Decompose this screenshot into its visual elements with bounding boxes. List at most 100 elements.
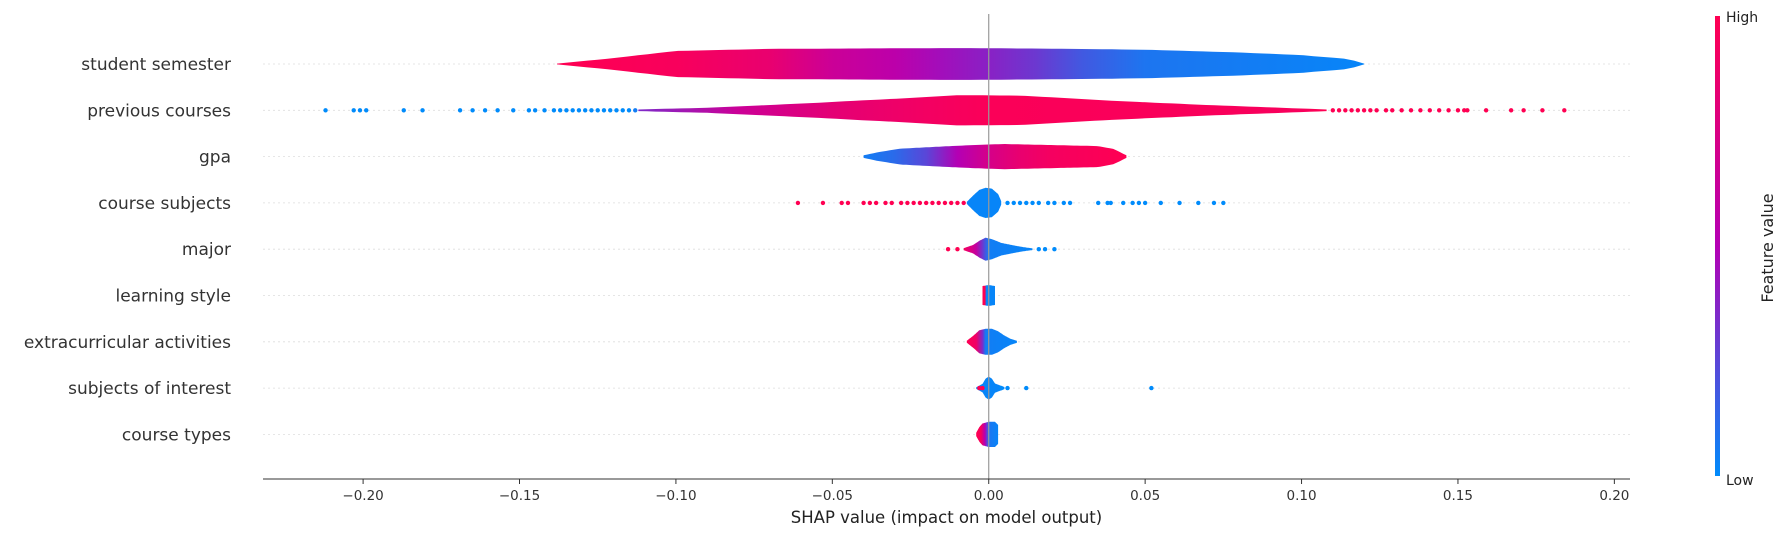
outlier-dot (1383, 108, 1389, 113)
outlier-dot (955, 247, 960, 252)
outlier-dot (601, 108, 607, 113)
violin-previous-courses (638, 95, 1327, 126)
outlier-dot (1036, 247, 1041, 252)
colorbar-low-label: Low (1726, 473, 1754, 489)
outlier-dots (323, 108, 1567, 391)
outlier-dot (1052, 200, 1057, 206)
outlier-dot (977, 385, 982, 391)
outlier-dot (883, 200, 888, 206)
outlier-dot (364, 108, 369, 113)
outlier-dot (1455, 108, 1461, 113)
outlier-dot (1418, 108, 1423, 113)
outlier-dot (564, 108, 569, 113)
outlier-dot (942, 200, 948, 206)
outlier-dot (542, 108, 547, 113)
outlier-dot (889, 200, 894, 206)
x-axis-label: SHAP value (impact on model output) (791, 508, 1102, 527)
outlier-dot (999, 385, 1004, 391)
outlier-dot (1036, 200, 1041, 206)
feature-label: major (182, 240, 231, 260)
feature-label: course subjects (98, 194, 231, 214)
outlier-dot (1158, 200, 1163, 206)
outlier-dot (526, 108, 532, 113)
outlier-dot (1343, 108, 1348, 113)
outlier-dot (839, 200, 844, 206)
outlier-dot (923, 200, 929, 206)
outlier-dot (867, 200, 873, 206)
outlier-dot (795, 200, 801, 206)
violin-subjects-of-interest (976, 376, 1005, 400)
outlier-dot (1427, 108, 1432, 113)
outlier-dot (1042, 247, 1048, 252)
outlier-dot (1399, 108, 1404, 113)
colorbar: High Low Feature value (1715, 10, 1777, 489)
outlier-dot (820, 200, 826, 206)
x-tick-label: 0.10 (1287, 488, 1317, 504)
outlier-dot (873, 200, 879, 206)
outlier-dot (955, 200, 960, 206)
outlier-dot (1096, 200, 1101, 206)
outlier-dot (614, 108, 619, 113)
outlier-dot (961, 200, 966, 206)
violin-extracurricular-activities (966, 328, 1017, 355)
outlier-dot (1462, 108, 1467, 113)
x-tick-label: −0.20 (342, 488, 383, 504)
violin-student-semester (557, 48, 1365, 80)
outlier-dot (1177, 200, 1182, 206)
outlier-dot (1408, 108, 1414, 113)
colorbar-title: Feature value (1758, 193, 1777, 302)
outlier-dot (351, 108, 356, 113)
x-tick-label: −0.10 (655, 488, 696, 504)
outlier-dot (945, 247, 951, 252)
outlier-dot (1121, 200, 1126, 206)
outlier-dot (1136, 200, 1142, 206)
outlier-dot (980, 385, 985, 391)
outlier-dot (470, 108, 475, 113)
outlier-dot (457, 108, 463, 113)
outlier-dot (589, 108, 594, 113)
outlier-dot (1355, 108, 1361, 113)
outlier-dot (1540, 108, 1545, 113)
outlier-dot (1361, 108, 1367, 113)
outlier-dot (582, 108, 588, 113)
outlier-dot (1130, 200, 1135, 206)
colorbar-high-label: High (1726, 10, 1758, 26)
outlier-dot (1061, 200, 1067, 206)
feature-label: gpa (199, 148, 231, 168)
outlier-dot (1336, 108, 1342, 113)
outlier-dot (495, 108, 500, 113)
outlier-dot (557, 108, 563, 113)
outlier-dot (1030, 200, 1035, 206)
outlier-dot (1045, 200, 1051, 206)
violin-gpa (863, 144, 1127, 170)
outlier-dot (1211, 200, 1217, 206)
outlier-dot (401, 108, 406, 113)
outlier-dot (357, 108, 363, 113)
feature-label: extracurricular activities (24, 333, 231, 353)
outlier-dot (626, 108, 632, 113)
outlier-dot (620, 108, 625, 113)
outlier-dot (608, 108, 613, 113)
violin-series (557, 48, 1365, 447)
outlier-dot (511, 108, 516, 113)
outlier-dot (1221, 200, 1226, 206)
outlier-dot (917, 200, 923, 206)
outlier-dot (420, 108, 425, 113)
outlier-dot (1521, 108, 1526, 113)
x-axis-ticks: −0.20 −0.15 −0.10 −0.05 0.00 0.05 0.10 0.15 0.20 (342, 479, 1629, 504)
outlier-dot (1436, 108, 1442, 113)
outlier-dot (1446, 108, 1451, 113)
outlier-dot (1105, 200, 1110, 206)
x-tick-label: 0.05 (1130, 488, 1160, 504)
outlier-dot (898, 200, 904, 206)
outlier-dot (1368, 108, 1373, 113)
outlier-dot (595, 108, 600, 113)
feature-labels: student semester previous courses gpa cours… (24, 55, 231, 445)
outlier-dot (570, 108, 575, 113)
x-tick-label: 0.00 (974, 488, 1004, 504)
outlier-dot (845, 200, 851, 206)
outlier-dot (482, 108, 488, 113)
outlier-dot (1374, 108, 1379, 113)
feature-label: student semester (81, 55, 231, 75)
